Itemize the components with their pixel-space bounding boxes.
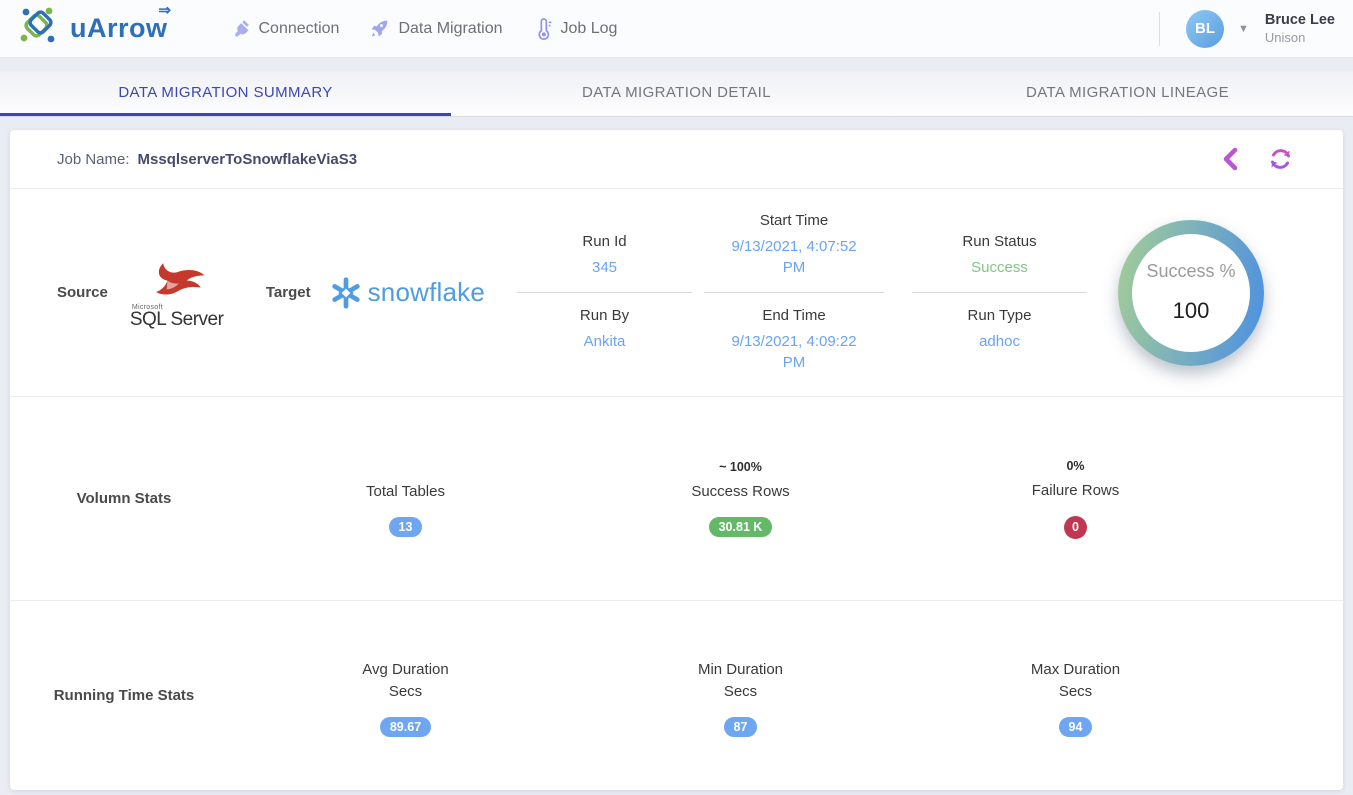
avatar[interactable]: BL [1185,9,1224,48]
uarrow-logo-icon [18,5,58,52]
sqlserver-name-text: SQL Server [129,309,224,330]
run-by-label: Run By [579,307,630,324]
run-status-value: Success [971,259,1028,276]
start-time-value: 9/13/2021, 4:07:52 PM [731,238,857,276]
stat-avg-duration: Avg Duration Secs 89.67 [238,655,573,737]
stat-label: Avg Duration Secs [362,660,449,700]
user-name: Bruce Lee [1264,12,1335,28]
thermometer-icon [533,17,553,40]
run-id-value: 345 [592,259,618,276]
target-label: Target [265,284,311,301]
stat-percent: ~ 100% [719,460,762,474]
job-actions [1220,147,1293,171]
end-time-label: End Time [762,307,826,324]
plug-icon [230,18,251,39]
stat-label: Success Rows [691,483,790,500]
field-divider [517,292,693,293]
rocket-icon [369,18,390,39]
nav-connection-label: Connection [258,19,340,37]
volume-stats-title: Volumn Stats [76,490,172,507]
divider [10,600,1343,601]
tab-bar: DATA MIGRATION SUMMARY DATA MIGRATION DE… [0,71,1353,117]
avg-duration-badge: 89.67 [379,716,432,737]
refresh-button[interactable] [1268,147,1293,171]
chevron-down-icon[interactable]: ▼ [1237,22,1249,35]
stat-max-duration: Max Duration Secs 94 [908,655,1243,737]
total-tables-badge: 13 [388,517,423,537]
nav-job-log-label: Job Log [560,19,618,37]
failure-rows-badge: 0 [1064,515,1087,539]
divider [10,396,1343,397]
source-label: Source [57,284,108,301]
field-divider [704,292,885,293]
run-id-column: Run Id 345 Run By Ankita [517,233,693,352]
user-menu[interactable]: BL ▼ Bruce Lee Unison [1158,9,1335,48]
running-time-stats-title: Running Time Stats [53,687,195,704]
stat-failure-rows: 0% Failure Rows 0 [908,459,1243,539]
run-id-label: Run Id [582,233,627,250]
stat-label: Total Tables [366,483,445,500]
start-time-label: Start Time [759,212,829,229]
main-nav: Connection Data Migration Job Log [230,17,618,40]
sqlserver-microsoft-text: Microsoft [131,304,163,311]
success-gauge-value: 100 [1172,298,1210,323]
success-gauge: Success % 100 [1118,219,1264,366]
snowflake-mark-icon [331,276,360,309]
stat-min-duration: Min Duration Secs 87 [573,655,908,737]
job-header-row: Job Name: MssqlserverToSnowflakeViaS3 [10,130,1343,188]
sqlserver-logo: Microsoft SQL Server [129,257,226,330]
run-status-label: Run Status [962,233,1037,250]
success-gauge-ring: Success % 100 [1118,219,1264,366]
nav-connection[interactable]: Connection [230,18,340,39]
tab-data-migration-detail[interactable]: DATA MIGRATION DETAIL [582,83,771,101]
logo-arrow-icon: ⇒ [158,2,172,19]
job-name-value: MssqlserverToSnowflakeViaS3 [137,150,358,168]
run-by-value: Ankita [583,333,626,350]
max-duration-badge: 94 [1058,716,1093,737]
divider [10,188,1343,189]
field-divider [912,292,1088,293]
user-org: Unison [1264,30,1306,45]
nav-job-log[interactable]: Job Log [533,17,618,40]
stat-label: Max Duration Secs [1030,660,1121,700]
success-rows-badge: 30.81 K [708,517,773,537]
tab-data-migration-lineage[interactable]: DATA MIGRATION LINEAGE [1026,83,1229,101]
running-time-stats-section: Running Time Stats Avg Duration Secs 89.6… [10,601,1343,790]
run-type-value: adhoc [979,333,1020,350]
summary-card: Job Name: MssqlserverToSnowflakeViaS3 So… [10,130,1343,790]
header-divider [1158,11,1160,46]
run-summary-section: Source Microsoft SQL Server Target snowf… [10,189,1343,396]
app-header: uArrow ⇒ Connection Data Migration [0,0,1353,58]
app-logo[interactable]: uArrow ⇒ [70,2,172,44]
nav-data-migration[interactable]: Data Migration [369,18,503,39]
user-info: Bruce Lee Unison [1265,12,1335,45]
nav-data-migration-label: Data Migration [398,19,503,37]
end-time-value: 9/13/2021, 4:09:22 PM [731,333,857,371]
run-type-label: Run Type [967,307,1032,324]
snowflake-name-text: snowflake [367,277,486,307]
success-gauge-title: Success % [1146,261,1236,281]
sqlserver-swoosh-icon [155,263,205,295]
job-name-label: Job Name: [57,150,130,168]
volume-stats-section: Volumn Stats Total Tables 13 ~ 100% Succ… [10,397,1343,600]
stat-label: Failure Rows [1031,481,1120,499]
back-button[interactable] [1220,147,1242,171]
min-duration-badge: 87 [723,716,758,737]
success-gauge-inner: Success % 100 [1132,233,1250,352]
stat-label: Min Duration Secs [697,660,784,700]
time-column: Start Time 9/13/2021, 4:07:52 PM End Tim… [704,212,885,373]
snowflake-logo: snowflake [329,276,485,310]
tab-data-migration-summary[interactable]: DATA MIGRATION SUMMARY [0,71,451,116]
stat-success-rows: ~ 100% Success Rows 30.81 K [573,460,908,537]
status-column: Run Status Success Run Type adhoc [912,233,1088,352]
stat-total-tables: Total Tables 13 [238,460,573,537]
stat-percent: 0% [1066,458,1085,473]
logo-wordmark: uArrow ⇒ [70,2,172,43]
